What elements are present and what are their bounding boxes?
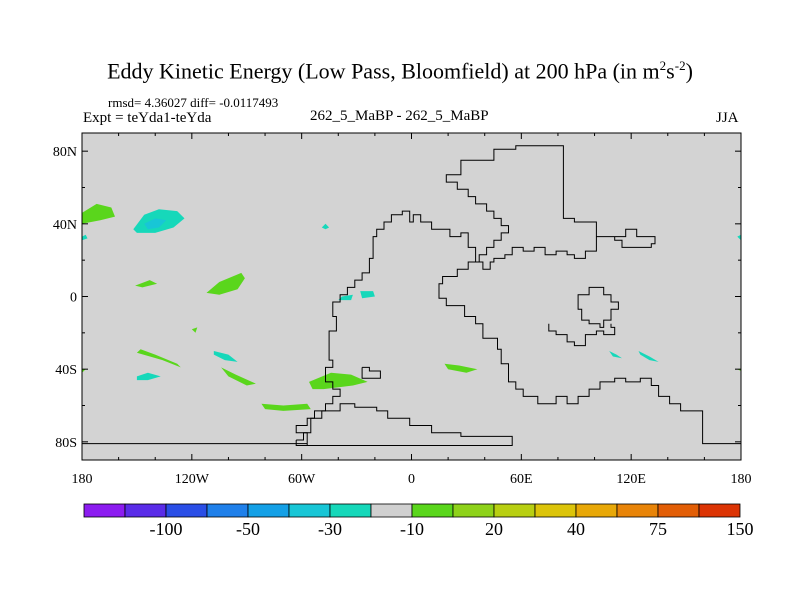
x-tick-label: 120E (616, 472, 646, 487)
contour-region (144, 218, 167, 230)
colorbar-label: 150 (727, 519, 754, 539)
contour-region (309, 372, 368, 390)
colorbar-label: -100 (150, 519, 183, 539)
contour-region (638, 351, 659, 362)
colorbar-swatch (616, 503, 659, 518)
center-label: 262_5_MaBP - 262_5_MaBP (310, 108, 489, 124)
coastline (577, 286, 619, 328)
experiment-label: Expt = teYda1-teYda (83, 110, 212, 126)
x-tick-label: 60E (510, 472, 533, 487)
colorbar-swatch (657, 503, 700, 518)
contour-region (136, 372, 161, 381)
colorbar-swatch (206, 503, 249, 518)
contour-region (321, 223, 330, 230)
colorbar: -100 -50 -30 -10 20 40 75 150 (83, 503, 754, 539)
plot-background (82, 133, 741, 460)
coastline (548, 323, 616, 347)
colorbar-label: -30 (318, 519, 342, 539)
colorbar-swatch (288, 503, 331, 518)
coastline (361, 366, 381, 379)
contour-region (338, 294, 353, 301)
colorbar-swatch (411, 503, 454, 518)
contour-region (135, 280, 158, 288)
coastline (295, 403, 513, 446)
colorbar-label: 40 (567, 519, 585, 539)
coastline (295, 145, 741, 446)
colorbar-swatch (83, 503, 126, 518)
contour-regions (82, 203, 741, 411)
contour-region (737, 234, 741, 241)
contour-region (136, 349, 181, 368)
x-tick-label: 180 (731, 472, 752, 487)
stats-text: rmsd= 4.36027 diff= -0.0117493 (108, 95, 279, 110)
colorbar-swatch (698, 503, 741, 518)
colorbar-swatch (575, 503, 618, 518)
colorbar-swatch (493, 503, 536, 518)
colorbar-swatch (247, 503, 290, 518)
contour-region (213, 351, 238, 362)
contour-region (191, 327, 198, 333)
chart-title: Eddy Kinetic Energy (Low Pass, Bloomfiel… (107, 58, 693, 84)
colorbar-swatch (165, 503, 208, 518)
season-label: JJA (716, 110, 739, 126)
y-tick-label: 40N (53, 218, 77, 233)
contour-region (444, 363, 478, 373)
axis-ticks: 180 120W 60W 0 60E 120E 180 80N 40N 0 40S 80S (53, 133, 752, 487)
x-tick-label: 180 (72, 472, 93, 487)
y-tick-label: 40S (55, 363, 77, 378)
colorbar-swatch (124, 503, 167, 518)
contour-region (261, 403, 311, 411)
colorbar-label: -50 (236, 519, 260, 539)
x-tick-label: 120W (175, 472, 210, 487)
colorbar-swatch (452, 503, 495, 518)
contour-region (82, 234, 88, 241)
x-tick-label: 60W (288, 472, 316, 487)
y-tick-label: 80S (55, 436, 77, 451)
y-tick-label: 0 (70, 291, 77, 306)
contour-region (360, 291, 375, 299)
colorbar-label: 75 (649, 519, 667, 539)
contour-region (206, 272, 245, 295)
x-tick-label: 0 (408, 472, 415, 487)
colorbar-swatch (534, 503, 577, 518)
coastlines (82, 145, 741, 446)
contour-region (609, 351, 622, 359)
colorbar-label: -10 (400, 519, 424, 539)
contour-region (221, 367, 256, 386)
colorbar-label: 20 (485, 519, 503, 539)
contour-region (82, 203, 115, 224)
colorbar-swatch (329, 503, 372, 518)
contour-region (82, 369, 86, 373)
y-tick-label: 80N (53, 145, 77, 160)
colorbar-swatch (370, 503, 413, 518)
